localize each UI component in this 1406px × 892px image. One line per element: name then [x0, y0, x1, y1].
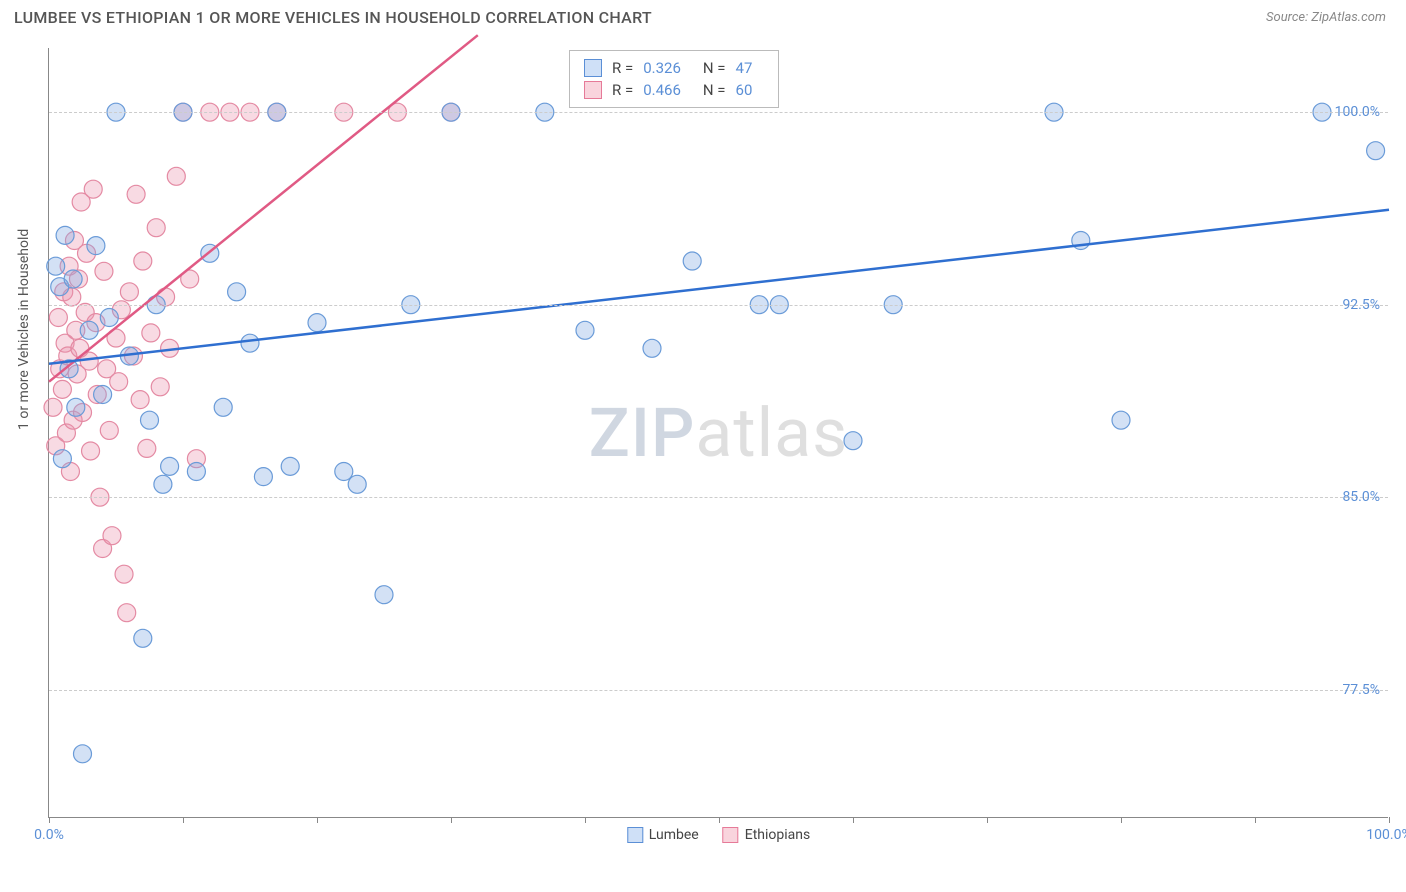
legend-row: R = 0.326 N = 47	[584, 57, 764, 79]
data-point	[643, 339, 661, 357]
x-tick	[183, 817, 184, 823]
x-tick-label-right: 100.0%	[1366, 827, 1406, 843]
gridline	[49, 497, 1388, 498]
data-point	[142, 324, 160, 342]
x-tick	[1255, 817, 1256, 823]
trend-line	[49, 35, 478, 382]
x-tick	[49, 817, 50, 823]
source-attribution: Source: ZipAtlas.com	[1266, 10, 1386, 25]
data-point	[147, 219, 165, 237]
data-point	[161, 457, 179, 475]
data-point	[53, 450, 71, 468]
data-point	[1367, 142, 1385, 160]
x-tick	[1389, 817, 1390, 823]
gridline	[49, 305, 1388, 306]
data-point	[80, 321, 98, 339]
legend-r-label: R =	[612, 81, 633, 99]
data-point	[375, 586, 393, 604]
data-point	[844, 432, 862, 450]
data-point	[103, 527, 121, 545]
data-point	[94, 386, 112, 404]
data-point	[281, 457, 299, 475]
data-point	[100, 309, 118, 327]
x-tick-label-left: 0.0%	[34, 827, 64, 843]
data-point	[87, 237, 105, 255]
data-point	[254, 468, 272, 486]
x-tick	[585, 817, 586, 823]
data-point	[138, 439, 156, 457]
x-tick	[719, 817, 720, 823]
correlation-legend: R = 0.326 N = 47 R = 0.466 N = 60	[569, 50, 779, 108]
legend-row: R = 0.466 N = 60	[584, 79, 764, 101]
x-tick	[1121, 817, 1122, 823]
data-point	[127, 185, 145, 203]
legend-r-value: 0.326	[643, 59, 681, 77]
data-point	[118, 604, 136, 622]
legend-swatch	[627, 827, 643, 843]
data-point	[154, 475, 172, 493]
data-point	[1112, 411, 1130, 429]
data-point	[134, 252, 152, 270]
legend-label: Lumbee	[649, 827, 699, 843]
gridline	[49, 112, 1388, 113]
legend-item: Lumbee	[627, 827, 699, 843]
data-point	[82, 442, 100, 460]
data-point	[228, 283, 246, 301]
title-bar: LUMBEE VS ETHIOPIAN 1 OR MORE VEHICLES I…	[0, 0, 1406, 31]
data-point	[115, 565, 133, 583]
x-tick	[317, 817, 318, 823]
gridline	[49, 690, 1388, 691]
data-point	[100, 421, 118, 439]
legend-swatch	[584, 81, 602, 99]
data-point	[151, 378, 169, 396]
x-tick	[451, 817, 452, 823]
legend-n-label: N =	[703, 81, 726, 99]
data-point	[84, 180, 102, 198]
legend-label: Ethiopians	[745, 827, 810, 843]
data-point	[74, 745, 92, 763]
legend-n-label: N =	[703, 59, 726, 77]
data-point	[141, 411, 159, 429]
data-point	[576, 321, 594, 339]
y-tick-label: 77.5%	[1342, 682, 1380, 698]
data-point	[44, 398, 62, 416]
data-point	[308, 314, 326, 332]
legend-swatch	[723, 827, 739, 843]
data-point	[131, 391, 149, 409]
data-point	[683, 252, 701, 270]
data-point	[214, 398, 232, 416]
data-point	[187, 463, 205, 481]
data-point	[64, 270, 82, 288]
data-point	[47, 257, 65, 275]
data-point	[53, 380, 71, 398]
data-point	[167, 167, 185, 185]
series-legend: Lumbee Ethiopians	[627, 827, 810, 843]
legend-n-value: 60	[736, 81, 753, 99]
data-point	[49, 309, 67, 327]
data-point	[56, 226, 74, 244]
legend-item: Ethiopians	[723, 827, 810, 843]
data-point	[110, 373, 128, 391]
legend-swatch	[584, 59, 602, 77]
data-point	[348, 475, 366, 493]
y-tick-label: 92.5%	[1342, 297, 1380, 313]
data-point	[134, 629, 152, 647]
y-tick-label: 85.0%	[1342, 489, 1380, 505]
data-point	[241, 334, 259, 352]
legend-n-value: 47	[736, 59, 753, 77]
scatter-plot: ZIPatlas R =0.326N =47R =0.466N =60 Lumb…	[48, 48, 1388, 818]
y-tick-label: 100.0%	[1335, 104, 1380, 120]
legend-r-value: 0.466	[643, 81, 681, 99]
legend-r-label: R =	[612, 59, 633, 77]
data-point	[67, 398, 85, 416]
x-tick	[987, 817, 988, 823]
y-axis-label: 1 or more Vehicles in Household	[16, 229, 32, 430]
data-point	[95, 262, 113, 280]
chart-svg	[49, 48, 1388, 817]
x-tick	[853, 817, 854, 823]
chart-title: LUMBEE VS ETHIOPIAN 1 OR MORE VEHICLES I…	[14, 8, 652, 27]
data-point	[120, 283, 138, 301]
trend-line	[49, 210, 1389, 364]
data-point	[335, 463, 353, 481]
